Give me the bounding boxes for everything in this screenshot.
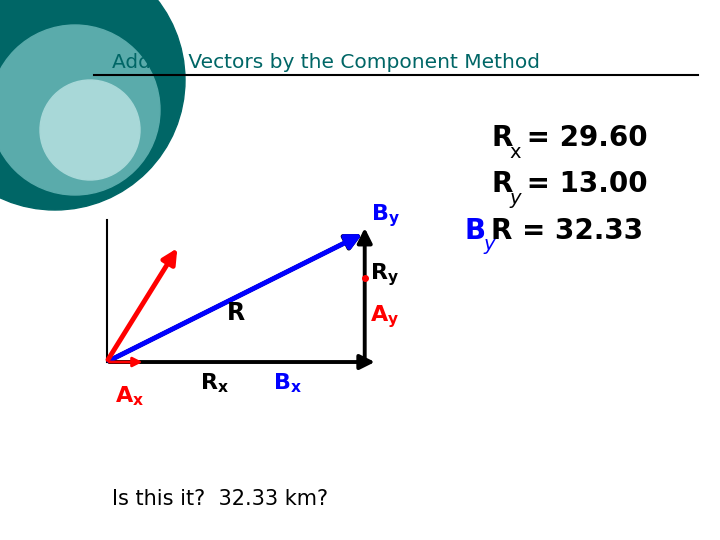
Text: R: R (227, 301, 245, 325)
Text: B$_\mathbf{y}$: B$_\mathbf{y}$ (372, 202, 400, 229)
Text: R$_\mathbf{x}$: R$_\mathbf{x}$ (200, 371, 230, 395)
Text: B$_\mathbf{x}$: B$_\mathbf{x}$ (273, 371, 302, 395)
Text: R$_\mathbf{y}$: R$_\mathbf{y}$ (370, 261, 399, 288)
Text: x: x (510, 143, 521, 161)
Text: A$_\mathbf{x}$: A$_\mathbf{x}$ (115, 384, 144, 408)
Text: R: R (491, 124, 513, 152)
Text: Is this it?  32.33 km?: Is this it? 32.33 km? (112, 489, 328, 509)
Text: R: R (491, 170, 513, 198)
Text: y: y (510, 188, 521, 207)
Text: y: y (483, 235, 495, 254)
Circle shape (0, 25, 160, 195)
Text: B: B (464, 217, 485, 245)
Text: A$_\mathbf{y}$: A$_\mathbf{y}$ (370, 303, 399, 330)
Text: = 13.00: = 13.00 (517, 170, 647, 198)
Text: R = 32.33: R = 32.33 (491, 217, 643, 245)
Text: = 29.60: = 29.60 (517, 124, 647, 152)
Circle shape (0, 0, 185, 210)
Circle shape (40, 80, 140, 180)
Text: Adding Vectors by the Component Method: Adding Vectors by the Component Method (112, 52, 539, 72)
